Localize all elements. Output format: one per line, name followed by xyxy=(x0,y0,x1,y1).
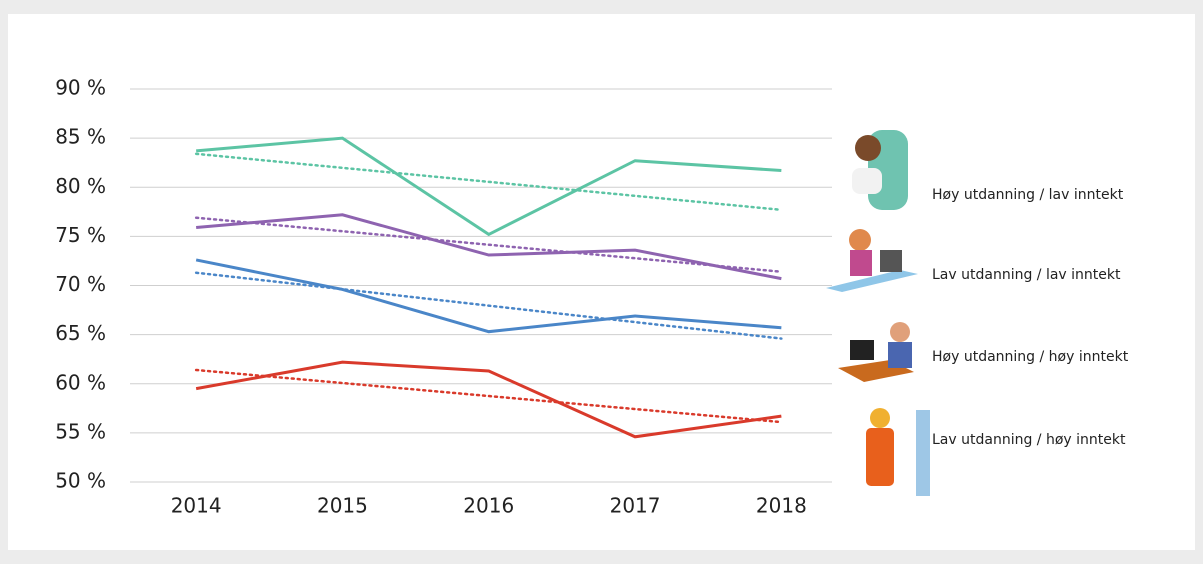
chart: 50 % 55 % 60 % 65 % 70 % 75 % 80 % 85 % 90 % 2014… xyxy=(0,0,1203,564)
x-tick-label: 2017 xyxy=(610,494,661,518)
y-tick-label: 60 % xyxy=(55,370,106,394)
x-tick-label: 2014 xyxy=(171,494,222,518)
legend-label: Høy utdanning / høy inntekt xyxy=(932,349,1129,365)
y-tick-label: 70 % xyxy=(55,272,106,296)
legend-label: Lav utdanning / høy inntekt xyxy=(932,432,1126,448)
y-tick-label: 90 % xyxy=(55,76,106,100)
y-tick-label: 85 % xyxy=(55,125,106,149)
y-tick-label: 75 % xyxy=(55,223,106,247)
y-tick-label: 50 % xyxy=(55,469,106,493)
y-tick-label: 55 % xyxy=(55,419,106,443)
legend-label: Høy utdanning / lav inntekt xyxy=(932,187,1124,203)
legend-label: Lav utdanning / lav inntekt xyxy=(932,267,1121,283)
x-tick-label: 2016 xyxy=(463,494,514,518)
x-tick-label: 2018 xyxy=(756,494,807,518)
y-tick-label: 80 % xyxy=(55,174,106,198)
y-tick-label: 65 % xyxy=(55,321,106,345)
x-tick-label: 2015 xyxy=(317,494,368,518)
